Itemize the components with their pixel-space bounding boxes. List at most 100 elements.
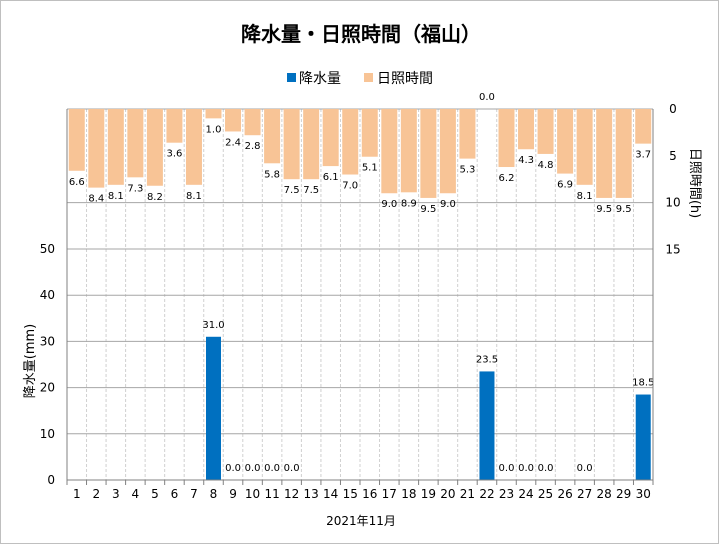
sunshine-bar: [185, 109, 202, 185]
right-tick-label: 5: [669, 149, 677, 163]
x-tick-label: 12: [284, 487, 299, 501]
sunshine-bar: [537, 109, 554, 154]
rainfall-data-label: 0.0: [577, 463, 593, 474]
left-tick-label: 50: [40, 242, 55, 256]
x-tick-label: 21: [460, 487, 475, 501]
sunshine-series: [68, 109, 652, 198]
sunshine-data-label: 8.4: [88, 194, 104, 205]
sunshine-data-label: 9.0: [381, 199, 397, 210]
sunshine-bar: [68, 109, 85, 171]
sunshine-data-label: 9.5: [420, 204, 436, 215]
x-tick-label: 1: [73, 487, 81, 501]
axes: [66, 109, 654, 485]
sunshine-bar: [459, 109, 476, 159]
sunshine-data-label: 8.1: [577, 191, 593, 202]
x-tick-label: 22: [479, 487, 494, 501]
sunshine-bar: [498, 109, 515, 168]
legend-swatch-rain: [287, 73, 296, 82]
chart-title: 降水量・日照時間（福山）: [241, 22, 481, 46]
sunshine-data-label: 3.7: [635, 150, 651, 161]
sunshine-bar: [596, 109, 613, 198]
x-tick-label: 13: [304, 487, 319, 501]
rainfall-series: [206, 336, 651, 480]
x-tick-label: 9: [229, 487, 237, 501]
sunshine-data-label: 5.3: [459, 165, 475, 176]
x-tick-label: 17: [382, 487, 397, 501]
sunshine-bar: [107, 109, 124, 185]
sunshine-bar: [127, 109, 144, 178]
sunshine-data-label: 0.0: [479, 92, 495, 103]
sunshine-bar: [244, 109, 261, 136]
sunshine-bar: [439, 109, 456, 194]
sunshine-bar: [146, 109, 163, 186]
x-tick-label: 30: [636, 487, 651, 501]
right-tick-label: 0: [669, 102, 677, 116]
right-tick-label: 10: [665, 196, 680, 210]
x-tick-label: 5: [151, 487, 159, 501]
x-tick-label: 25: [538, 487, 553, 501]
legend: 降水量 日照時間: [287, 71, 433, 87]
right-axis-title: 日照時間(h): [687, 148, 702, 218]
gridlines: [67, 108, 653, 481]
x-tick-label: 14: [323, 487, 338, 501]
rainfall-data-label: 18.5: [632, 378, 654, 389]
sunshine-data-label: 8.1: [186, 191, 202, 202]
rainfall-bar: [635, 394, 651, 480]
sunshine-data-label: 2.8: [245, 141, 261, 152]
x-tick-label: 15: [343, 487, 358, 501]
sunshine-data-label: 7.5: [303, 185, 319, 196]
sunshine-data-label: 3.6: [166, 149, 182, 160]
sunshine-bar: [381, 109, 398, 194]
x-tick-label: 6: [171, 487, 179, 501]
right-tick-label: 15: [665, 242, 680, 256]
rainfall-data-label: 0.0: [225, 463, 241, 474]
sunshine-bar: [576, 109, 593, 185]
left-tick-label: 30: [40, 334, 55, 348]
x-tick-label: 10: [245, 487, 260, 501]
sunshine-data-label: 9.5: [596, 204, 612, 215]
rainfall-data-label: 0.0: [538, 463, 554, 474]
legend-label-rain: 降水量: [299, 71, 341, 87]
rainfall-data-label: 31.0: [202, 320, 224, 331]
sunshine-data-label: 4.3: [518, 155, 534, 166]
rainfall-data-label: 0.0: [245, 463, 261, 474]
sunshine-bar: [400, 109, 417, 193]
sunshine-bar: [615, 109, 632, 198]
sunshine-bar: [166, 109, 183, 143]
tick-labels: 1 2 3 4 5 6 7 8 9 10 11 12 13 14 15 16 17 18 19 20 21 22 23 24 2…: [40, 102, 681, 501]
left-tick-label: 40: [40, 288, 55, 302]
x-tick-label: 18: [401, 487, 416, 501]
x-tick-label: 29: [616, 487, 631, 501]
sunshine-bar: [420, 109, 437, 198]
x-tick-label: 27: [577, 487, 592, 501]
sunshine-data-label: 8.1: [108, 191, 124, 202]
sunshine-data-label: 6.2: [499, 173, 515, 184]
sunshine-data-label: 7.3: [127, 183, 143, 194]
rainfall-data-label: 23.5: [476, 354, 498, 365]
x-tick-label: 4: [132, 487, 140, 501]
sunshine-data-label: 8.2: [147, 192, 163, 203]
left-tick-label: 20: [40, 381, 55, 395]
sunshine-data-label: 4.8: [538, 160, 554, 171]
x-tick-label: 20: [440, 487, 455, 501]
x-tick-label: 24: [518, 487, 533, 501]
sunshine-data-label: 2.4: [225, 137, 241, 148]
sunshine-bar: [635, 109, 652, 144]
x-tick-label: 7: [190, 487, 198, 501]
sunshine-bar: [205, 109, 222, 119]
sunshine-bar: [342, 109, 359, 175]
rainfall-data-label: 0.0: [499, 463, 515, 474]
sunshine-data-label: 8.9: [401, 198, 417, 209]
sunshine-bar: [518, 109, 535, 150]
sunshine-bar: [225, 109, 242, 132]
rainfall-bar: [479, 371, 495, 480]
left-tick-label: 10: [40, 427, 55, 441]
sunshine-data-label: 9.0: [440, 199, 456, 210]
left-axis-title: 降水量(mm): [23, 324, 38, 398]
x-tick-label: 28: [597, 487, 612, 501]
x-tick-label: 8: [210, 487, 218, 501]
rainfall-data-label: 0.0: [518, 463, 534, 474]
sunshine-bar: [283, 109, 300, 180]
x-tick-label: 11: [264, 487, 279, 501]
